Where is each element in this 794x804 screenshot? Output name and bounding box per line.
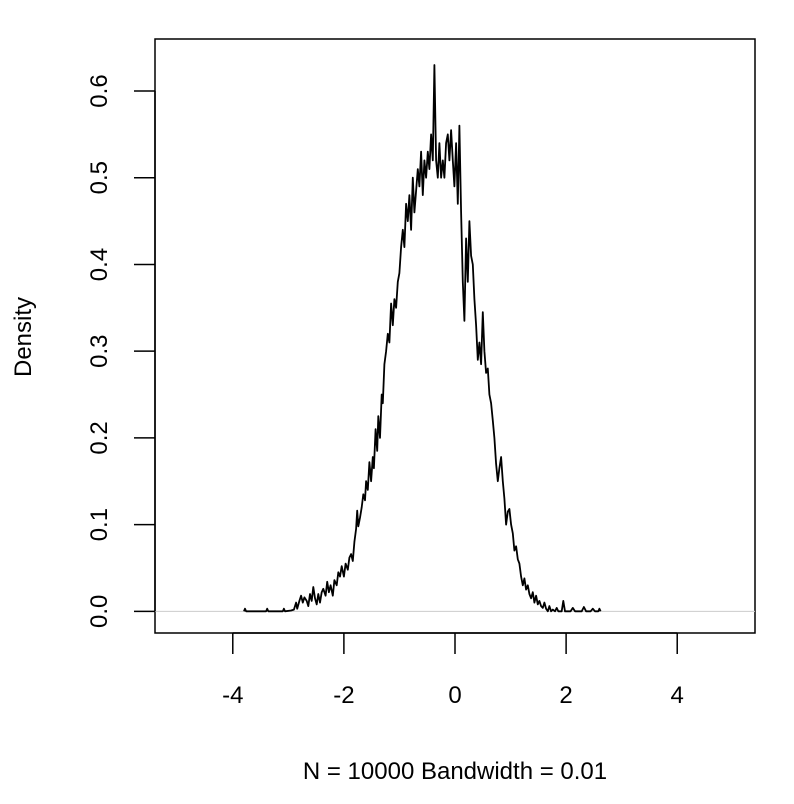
- x-tick-label: 0: [448, 682, 461, 709]
- x-axis-label: N = 10000 Bandwidth = 0.01: [303, 758, 607, 785]
- x-axis: -4 -2 0 2 4: [222, 632, 684, 709]
- y-axis-label: Density: [10, 297, 37, 377]
- x-tick-label: -2: [333, 682, 354, 709]
- plot-box: [154, 38, 756, 634]
- y-tick-label: 0.3: [86, 335, 113, 368]
- y-tick-label: 0.0: [86, 595, 113, 628]
- density-curve: [243, 64, 602, 613]
- y-axis: 0.0 0.1 0.2 0.3 0.4 0.5 0.6: [86, 74, 156, 628]
- y-tick-label: 0.1: [86, 508, 113, 541]
- x-tick-label: 2: [559, 682, 572, 709]
- y-tick-label: 0.5: [86, 161, 113, 194]
- y-tick-label: 0.4: [86, 248, 113, 281]
- y-tick-label: 0.6: [86, 74, 113, 107]
- x-tick-label: -4: [222, 682, 243, 709]
- y-tick-label: 0.2: [86, 421, 113, 454]
- x-tick-label: 4: [671, 682, 684, 709]
